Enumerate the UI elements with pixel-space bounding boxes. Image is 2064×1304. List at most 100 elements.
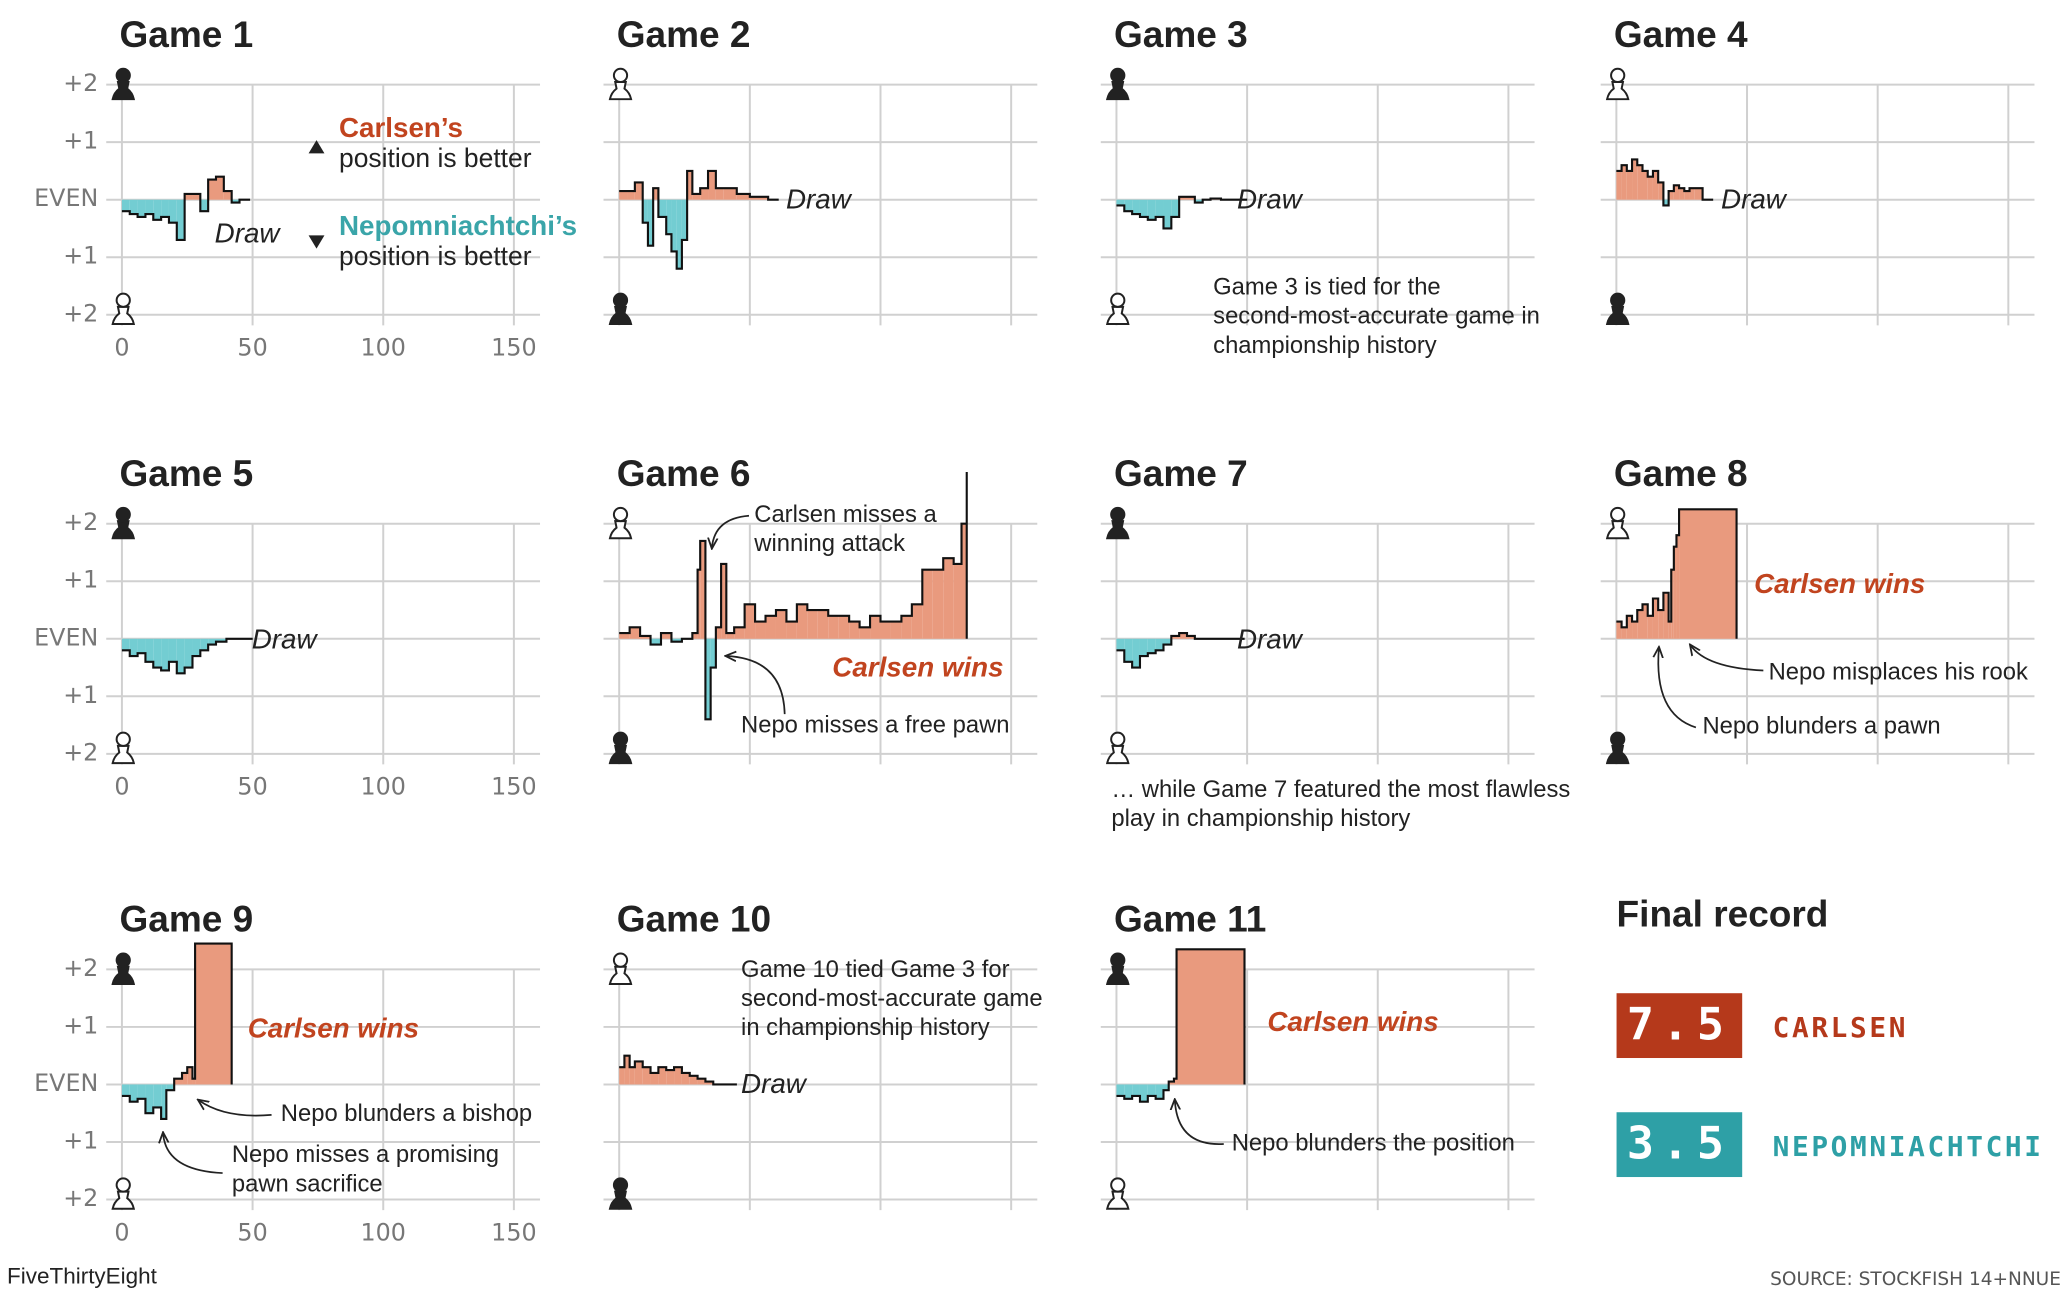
annotation: play in championship history: [1111, 805, 1410, 832]
eval-area: [153, 638, 162, 668]
pawn-head: [612, 292, 629, 308]
annotation: pawn sacrifice: [232, 1170, 383, 1197]
eval-area: [629, 627, 641, 639]
eval-area: [870, 615, 881, 639]
eval-area: [1642, 170, 1648, 200]
pawn-icon: [1605, 731, 1630, 765]
eval-area: [666, 199, 672, 235]
pawn-body: [111, 744, 136, 765]
eval-area: [911, 604, 923, 639]
eval-area: [838, 615, 850, 639]
pawn-head: [1110, 1177, 1126, 1193]
pawn-body: [111, 520, 136, 540]
pawn-head: [1110, 67, 1126, 83]
eval-area: [145, 1084, 154, 1114]
eval-area: [828, 615, 839, 639]
pawn-icon: [111, 506, 136, 540]
credit: FiveThirtyEight: [7, 1263, 158, 1288]
eval-area: [1689, 188, 1695, 200]
eval-area: [1194, 199, 1203, 203]
eval-area: [1652, 170, 1659, 200]
pawn-body: [111, 1190, 136, 1210]
y-tick-label: +2: [63, 69, 98, 97]
pawn-body: [1105, 744, 1130, 765]
pawn-head: [1110, 731, 1126, 747]
pawn-head: [612, 506, 629, 523]
pawn-icon: [1105, 292, 1130, 326]
eval-area: [708, 170, 716, 200]
eval-area: [223, 191, 232, 200]
eval-line: [1616, 508, 1738, 639]
eval-area: [208, 179, 216, 200]
panel-title: Game 1: [119, 13, 253, 55]
pawn-icon: [111, 1177, 136, 1210]
y-tick-label: EVEN: [34, 184, 98, 212]
pawn-icon: [1605, 506, 1630, 540]
annotation: Carlsen misses a: [754, 501, 937, 528]
eval-area: [121, 638, 130, 651]
eval-area: [129, 638, 138, 657]
eval-area: [195, 943, 232, 1085]
eval-area: [1179, 633, 1188, 639]
eval-area: [692, 633, 698, 639]
pawn-icon: [1105, 952, 1130, 985]
eval-area: [705, 1081, 714, 1085]
annotation: Draw: [741, 1068, 808, 1099]
pawn-head: [115, 731, 131, 747]
eval-area: [642, 1067, 651, 1085]
pawn-body: [111, 305, 136, 326]
y-tick-label: +2: [63, 1184, 98, 1212]
pawn-body: [608, 744, 633, 765]
eval-area: [1621, 627, 1627, 639]
pawn-icon: [1605, 292, 1630, 326]
y-tick-label: +2: [63, 954, 98, 982]
annotation: Game 3 is tied for the: [1213, 274, 1441, 301]
eval-area: [640, 635, 651, 639]
pawn-icon: [1605, 67, 1630, 101]
arrow: [199, 1100, 272, 1117]
pawn-body: [608, 965, 633, 985]
pawn-head: [612, 1177, 629, 1193]
eval-area: [1637, 610, 1643, 639]
eval-area: [1155, 638, 1164, 651]
y-tick-label: +2: [63, 738, 98, 766]
x-tick-label: 100: [361, 773, 406, 801]
eval-area: [647, 199, 654, 246]
eval-area: [153, 1084, 162, 1108]
eval-area: [710, 638, 716, 668]
pawn-body: [1605, 744, 1630, 765]
pawn-icon: [608, 506, 633, 540]
pawn-head: [1110, 506, 1126, 523]
eval-area: [161, 1084, 167, 1119]
eval-line: [1116, 948, 1246, 1103]
eval-area: [642, 199, 648, 223]
eval-area: [1671, 569, 1674, 639]
eval-area: [1147, 199, 1156, 220]
annotation: Carlsen wins: [248, 1013, 419, 1044]
eval-area: [1679, 509, 1737, 639]
pawn-body: [608, 81, 633, 101]
pawn-head: [612, 731, 629, 747]
eval-area: [961, 523, 967, 639]
pawn-icon: [111, 731, 136, 765]
eval-area: [697, 1078, 706, 1085]
eval-area: [231, 199, 240, 203]
y-tick-label: +1: [63, 681, 98, 709]
y-tick-label: EVEN: [34, 623, 98, 651]
pawn-head: [115, 292, 131, 308]
eval-area: [182, 1072, 188, 1085]
eval-area: [817, 610, 829, 639]
score: 3.5: [1627, 1117, 1732, 1170]
annotation: Nepo misplaces his rook: [1769, 658, 2028, 685]
eval-area: [1616, 621, 1622, 639]
eval-area: [697, 569, 701, 639]
y-tick-label: +2: [63, 299, 98, 327]
eval-area: [634, 182, 643, 200]
eval-area: [700, 188, 709, 200]
pawn-icon: [1105, 506, 1130, 540]
eval-area: [650, 638, 661, 645]
pawn-icon: [608, 67, 633, 101]
annotation: Draw: [1721, 183, 1788, 214]
x-tick-label: 0: [114, 1218, 129, 1246]
